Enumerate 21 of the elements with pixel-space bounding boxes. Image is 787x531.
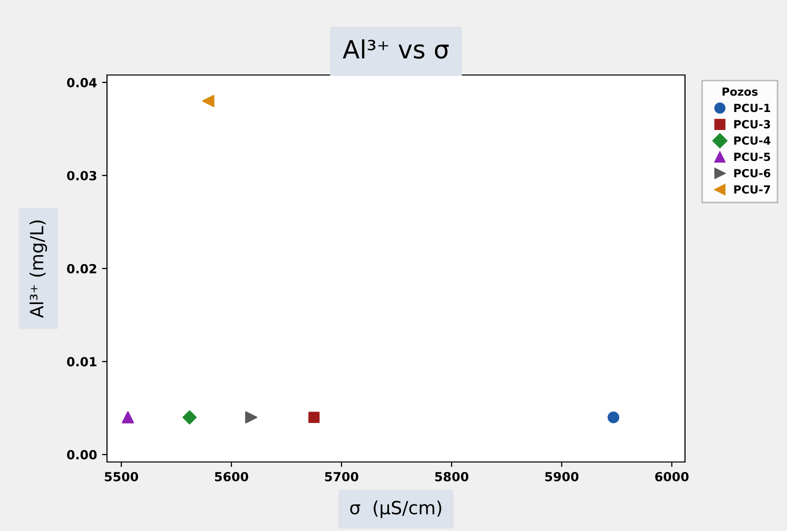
legend-label: PCU-3: [734, 120, 770, 128]
y-tick-label: 0.03: [67, 170, 96, 180]
y-axis-title: Al³⁺ (mg/L): [30, 220, 47, 318]
legend-label: PCU-5: [734, 152, 770, 162]
legend-label: PCU-4: [734, 136, 770, 145]
x-tick-label: 5600: [214, 472, 248, 482]
y-tick-label: 0.01: [67, 357, 96, 366]
y-tick-label: 0.04: [67, 78, 97, 88]
legend-title: Pozos: [722, 88, 758, 96]
y-tick-label: 0.00: [67, 450, 97, 460]
x-tick-label: 5900: [545, 472, 578, 482]
x-axis-title: σ (µS/cm): [350, 500, 442, 518]
legend-label: PCU-1: [734, 104, 770, 112]
x-tick-label: 5500: [104, 472, 138, 482]
x-tick-label: 5800: [435, 472, 468, 482]
x-tick-label: 6000: [655, 472, 689, 482]
legend-label: PCU-7: [734, 185, 770, 194]
legend-label: PCU-6: [734, 168, 770, 178]
x-tick-label: 5700: [325, 472, 358, 482]
chart-title: Al³⁺ vs σ: [342, 39, 449, 59]
y-tick-label: 0.02: [67, 264, 96, 274]
